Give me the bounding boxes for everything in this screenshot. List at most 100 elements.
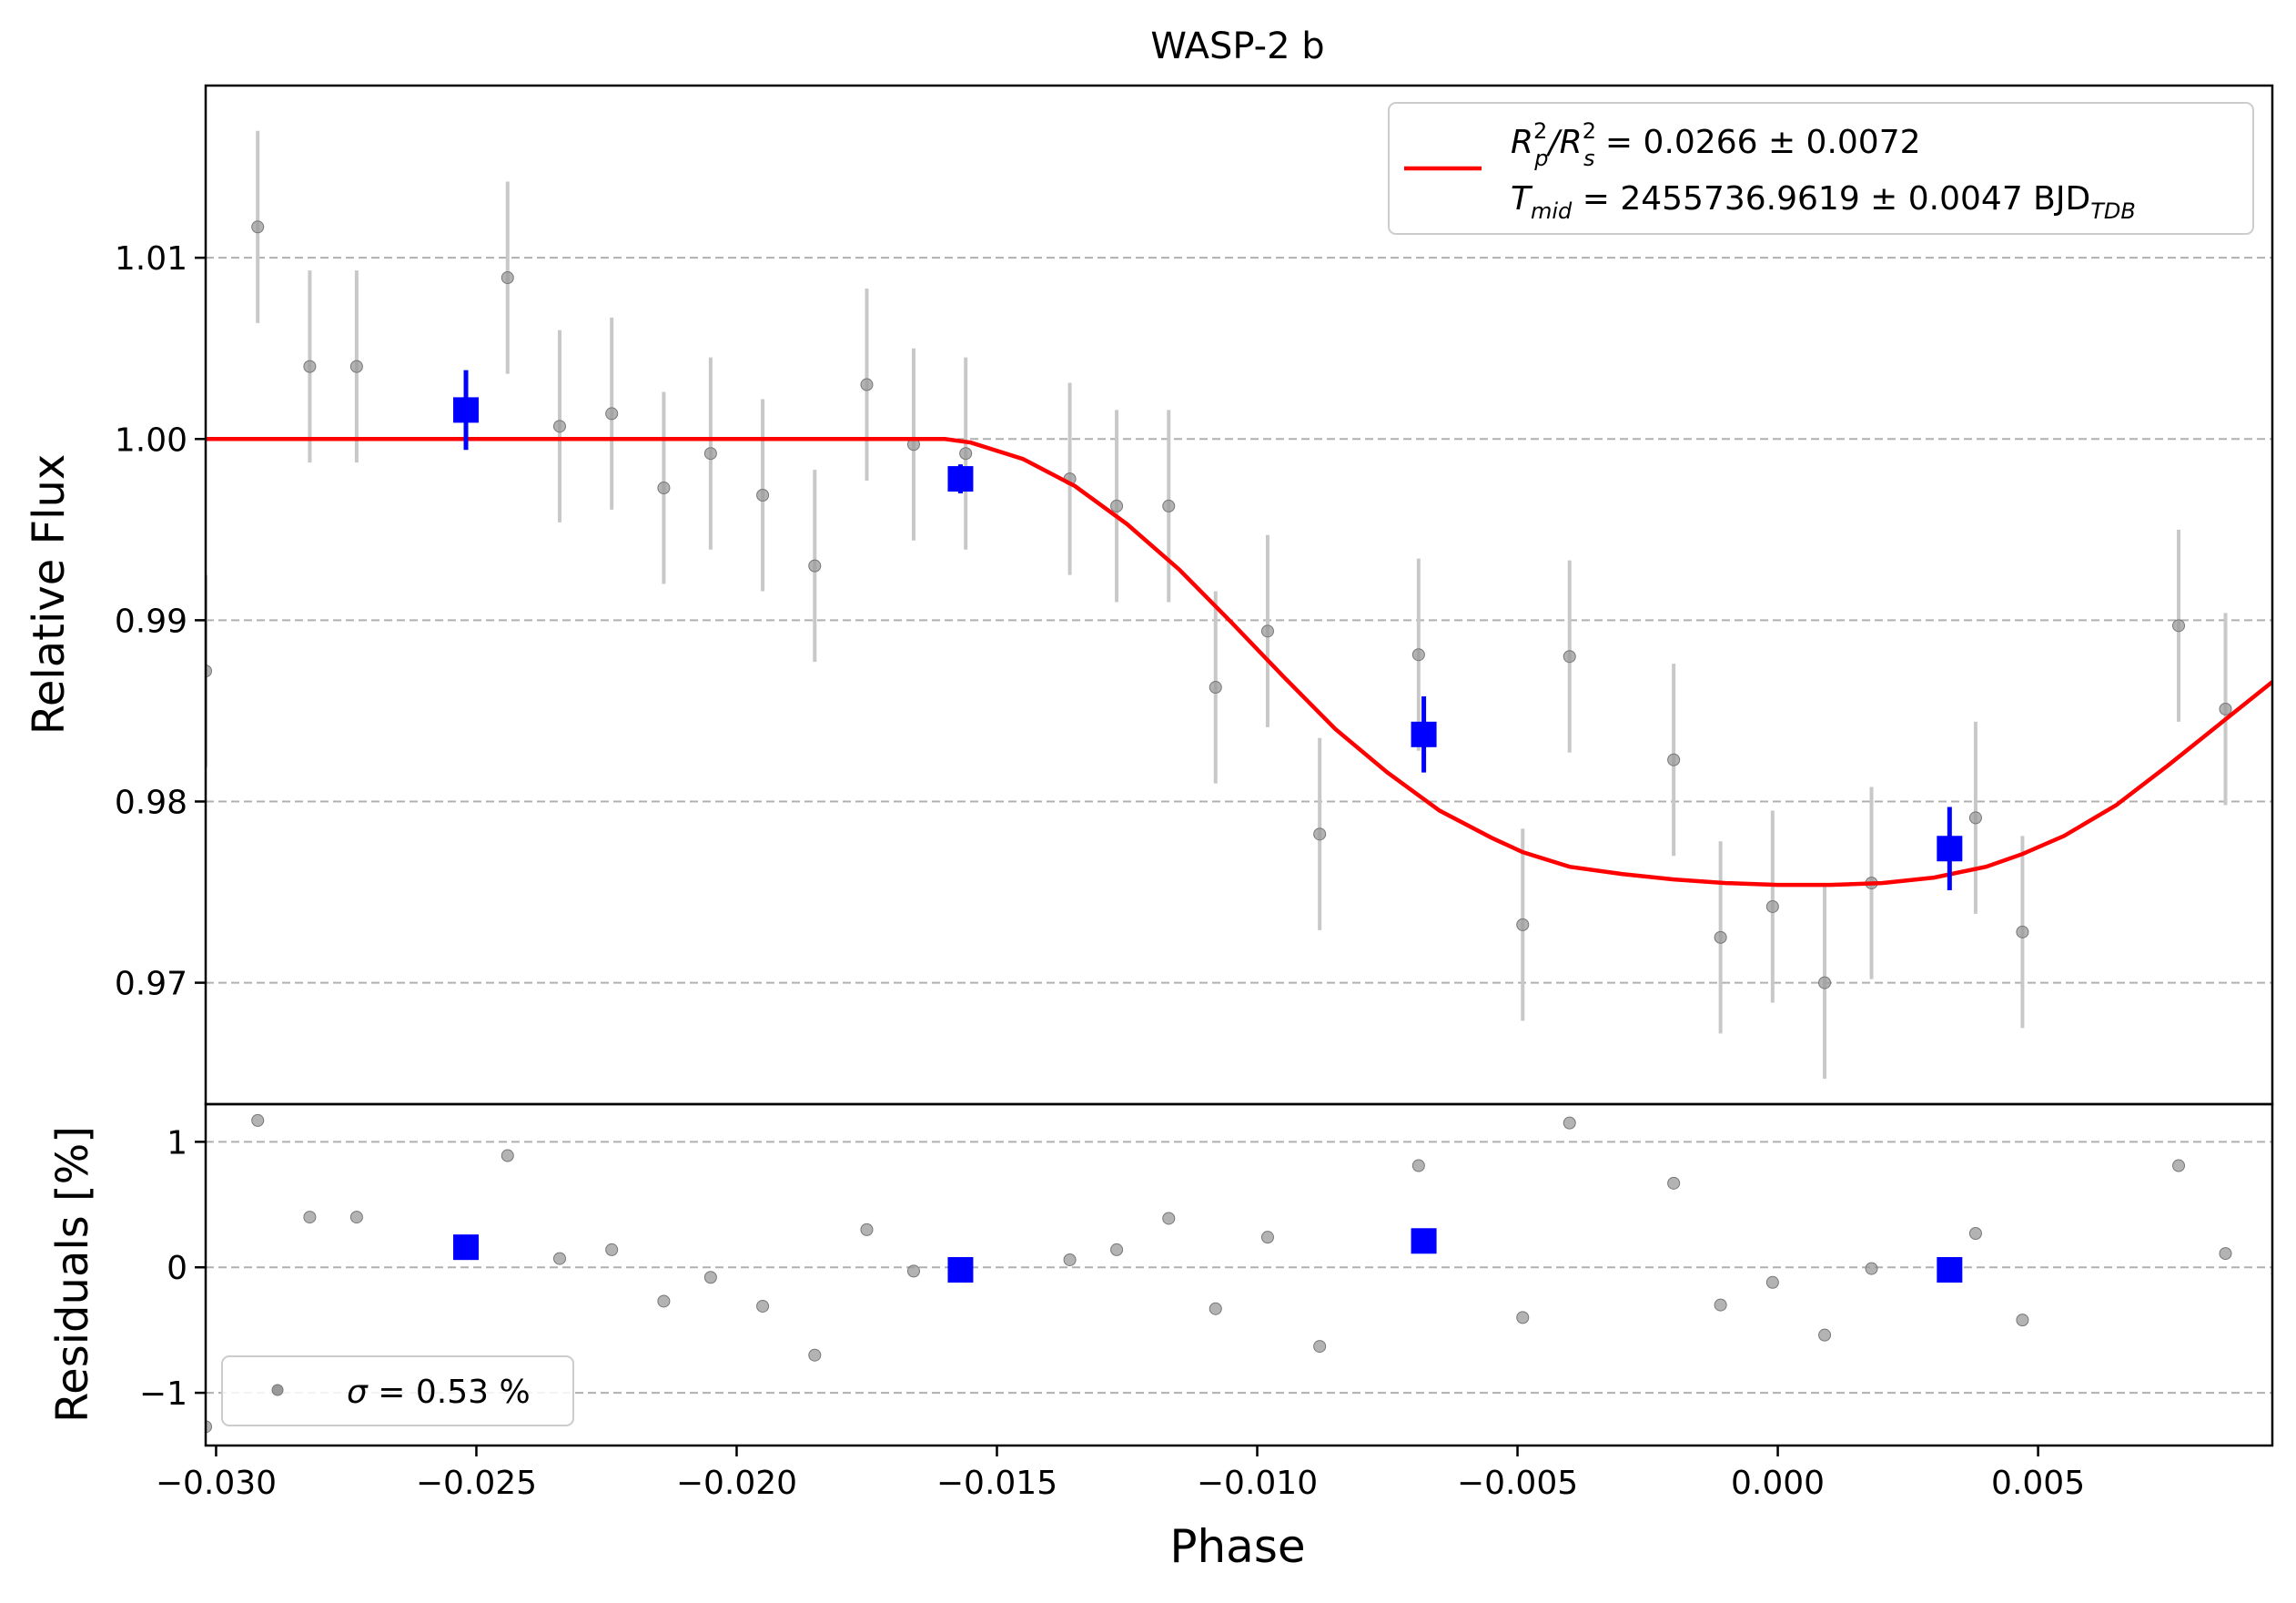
raw-point [703, 447, 717, 461]
residual-raw-point [703, 1271, 717, 1284]
residual-y-axis-ticks: −1 0 1 [139, 1124, 206, 1413]
legend-rp-text: R2 p/R2 s = 0.0266 ± 0.0072 [1511, 118, 1921, 171]
main-y-tick-label: 0.97 [115, 966, 187, 1003]
raw-point [1411, 648, 1425, 662]
raw-point [605, 407, 619, 421]
raw-point [1968, 811, 1982, 825]
x-tick-label: −0.025 [416, 1465, 537, 1502]
raw-point [1260, 624, 1274, 638]
residual-raw-points [206, 1113, 2272, 1434]
binned-point [1937, 836, 1963, 862]
main-legend: R2 p/R2 s = 0.0266 ± 0.0072 Tmid = 2455736… [1388, 102, 2254, 235]
main-y-tick-label: 0.99 [115, 603, 187, 640]
residual-binned-point [947, 1256, 974, 1283]
residual-raw-point [501, 1149, 514, 1162]
residual-binned-point [1937, 1256, 1963, 1283]
residual-raw-point [2016, 1314, 2029, 1327]
raw-point [501, 271, 514, 285]
residual-raw-point [756, 1299, 770, 1313]
residual-raw-point [1968, 1227, 1982, 1241]
raw-point [657, 482, 671, 495]
residual-raw-point [1714, 1298, 1727, 1312]
residual-axes-frame [204, 1102, 2274, 1447]
raw-point [808, 559, 822, 573]
legend-tmid-text: Tmid = 2455736.9619 ± 0.0047 BJDTDB [1511, 180, 2136, 224]
residual-legend: σ = 0.53 % [221, 1355, 574, 1426]
raw-point [2219, 702, 2232, 715]
residual-raw-point [906, 1264, 920, 1278]
binned-point [947, 466, 974, 492]
binned-point [1411, 721, 1437, 747]
main-binned-points [453, 370, 1963, 891]
residual-raw-point [657, 1294, 671, 1308]
residual-raw-point [1162, 1212, 1176, 1225]
x-tick-label: 0.000 [1731, 1465, 1825, 1502]
main-grid [206, 257, 2272, 984]
x-axis-label: Phase [1169, 1520, 1305, 1573]
x-tick-label: −0.010 [1197, 1465, 1318, 1502]
raw-point [1765, 899, 1779, 913]
residual-panel: −1 0 1 Residuals [%] σ = 0.53 % [47, 1102, 2274, 1447]
x-tick-label: −0.020 [676, 1465, 797, 1502]
raw-point [1209, 681, 1222, 695]
legend-sigma-text: σ = 0.53 % [347, 1374, 531, 1411]
residual-raw-point [1516, 1311, 1530, 1324]
x-tick-label: −0.030 [156, 1465, 277, 1502]
legend-residual-marker [271, 1384, 284, 1396]
residual-raw-point [1063, 1253, 1077, 1266]
residual-y-tick-label: 1 [167, 1124, 187, 1162]
residual-raw-point [2172, 1159, 2186, 1172]
raw-point [251, 220, 265, 234]
raw-point [756, 488, 770, 502]
raw-point [349, 360, 363, 373]
raw-point [860, 378, 874, 391]
residual-raw-point [1209, 1302, 1222, 1315]
residual-raw-point [1667, 1176, 1681, 1190]
raw-point [303, 360, 317, 373]
main-y-axis-label: Relative Flux [24, 454, 75, 736]
main-y-axis-ticks: 0.97 0.98 0.99 1.00 1.01 [115, 240, 206, 1003]
residual-binned-point [1411, 1228, 1437, 1254]
residual-raw-point [251, 1113, 265, 1127]
residual-raw-point [1563, 1116, 1576, 1130]
residual-raw-point [1411, 1159, 1425, 1172]
binned-point [453, 397, 480, 423]
residual-y-tick-label: 0 [167, 1250, 187, 1287]
x-tick-label: 0.005 [1991, 1465, 2085, 1502]
residual-raw-point [605, 1243, 619, 1256]
main-y-tick-label: 0.98 [115, 784, 187, 821]
x-tick-label: −0.015 [936, 1465, 1057, 1502]
raw-point [2172, 619, 2186, 633]
raw-point [959, 447, 973, 461]
x-axis-ticks: −0.030 −0.025 −0.020 −0.015 −0.010 −0.005 0.00… [156, 1446, 2085, 1502]
residual-raw-point [1110, 1243, 1124, 1256]
main-raw-points [206, 130, 2272, 1080]
residual-raw-point [303, 1211, 317, 1224]
raw-point [1516, 918, 1530, 931]
raw-point [2016, 925, 2029, 938]
raw-point [206, 665, 212, 678]
residual-y-axis-label: Residuals [%] [47, 1126, 98, 1423]
residual-raw-point [808, 1348, 822, 1362]
main-panel: 0.97 0.98 0.99 1.00 1.01 Relative Flux R2 p/R… [24, 84, 2274, 1106]
main-y-tick-label: 1.00 [115, 421, 187, 459]
residual-raw-point [552, 1252, 566, 1265]
residual-raw-point [1765, 1275, 1779, 1289]
raw-point [1714, 930, 1727, 944]
residual-raw-point [2219, 1247, 2232, 1261]
residual-raw-point [1313, 1340, 1327, 1354]
raw-point [1818, 976, 1832, 989]
x-tick-label: −0.005 [1457, 1465, 1578, 1502]
raw-point [1313, 827, 1327, 841]
residual-raw-point [1865, 1262, 1878, 1275]
raw-point [1162, 499, 1176, 512]
raw-point [1563, 650, 1576, 664]
raw-point [1667, 753, 1681, 766]
residual-raw-point [206, 1420, 212, 1434]
residual-binned-point [453, 1234, 480, 1261]
residual-raw-point [1260, 1231, 1274, 1244]
residual-grid [206, 1141, 2272, 1395]
main-y-tick-label: 1.01 [115, 240, 187, 278]
raw-point [1110, 499, 1124, 512]
